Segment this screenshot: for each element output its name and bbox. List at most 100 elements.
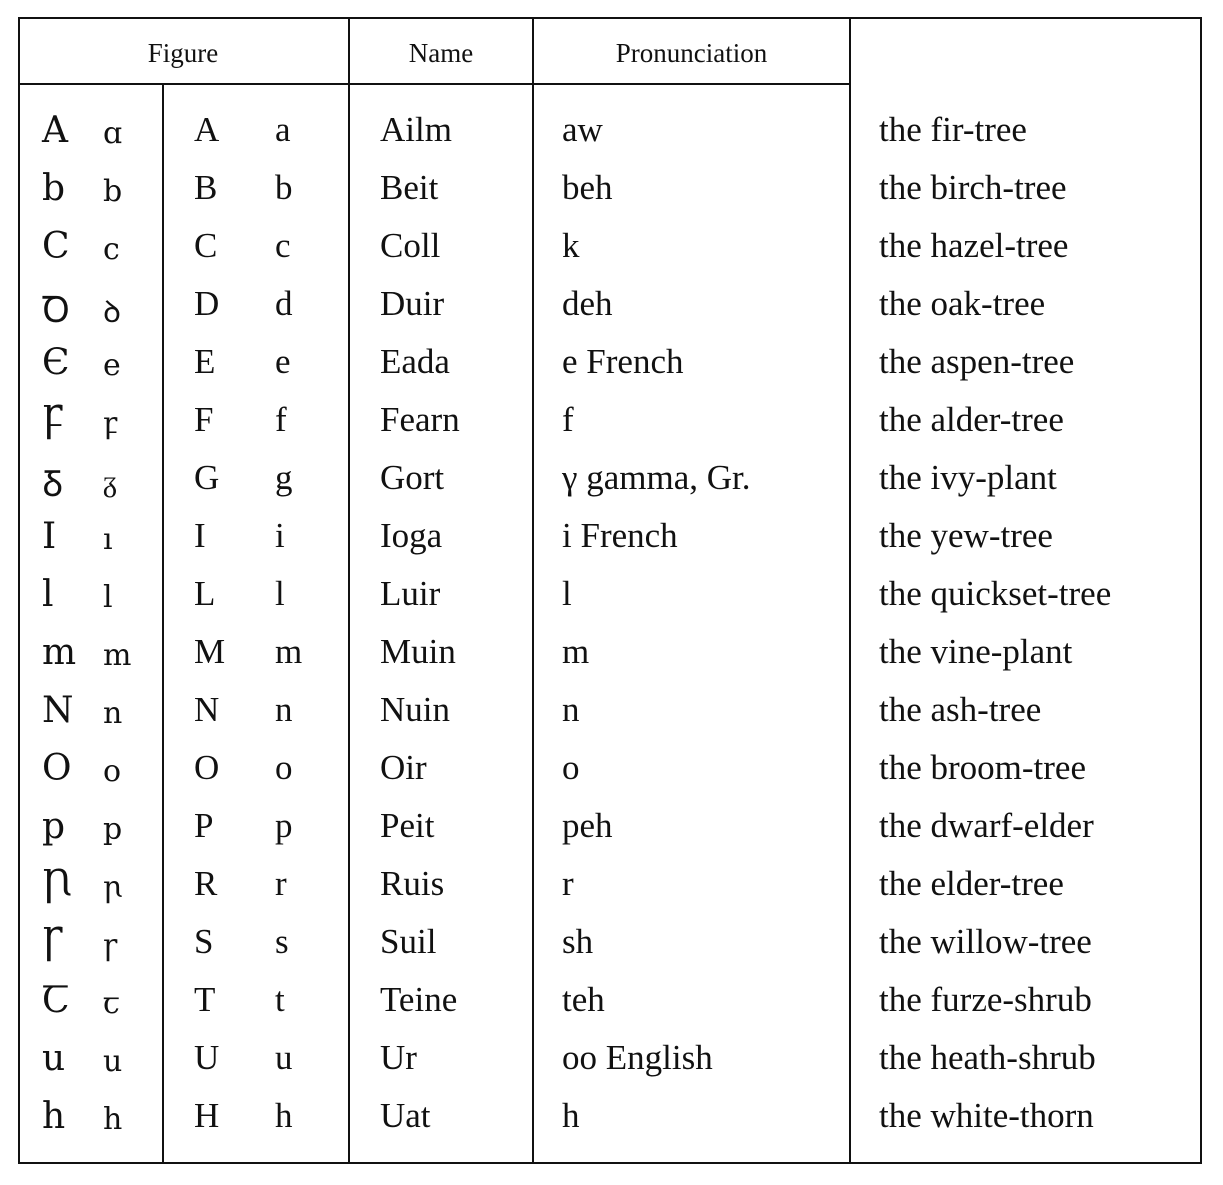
meaning: the dwarf-elder: [879, 806, 1094, 845]
letter-name: Gort: [380, 458, 445, 497]
irish-lowercase-letter: e: [103, 348, 121, 383]
irish-lowercase-letter: ᵹ: [103, 464, 118, 499]
roman-lowercase-letter: n: [275, 690, 293, 729]
roman-lowercase-letter: l: [275, 574, 285, 613]
irish-lowercase-letter: l: [103, 580, 113, 615]
pronunciation: h: [562, 1096, 580, 1135]
letter-name: Duir: [380, 284, 445, 323]
meaning: the elder-tree: [879, 864, 1064, 903]
pronunciation: o: [562, 748, 580, 787]
roman-uppercase-letter: B: [194, 168, 218, 207]
irish-lowercase-letter: u: [103, 1044, 123, 1079]
pronunciation: m: [562, 632, 590, 671]
pronunciation: r: [562, 864, 574, 903]
roman-uppercase-letter: P: [194, 806, 214, 845]
roman-lowercase-letter: r: [275, 864, 287, 903]
irish-uppercase-letter: O: [42, 748, 72, 789]
pronunciation: deh: [562, 284, 613, 323]
pronunciation: peh: [562, 806, 613, 845]
irish-uppercase-letter: Ꞃ: [42, 864, 73, 905]
meaning: the broom-tree: [879, 748, 1086, 787]
roman-uppercase-letter: G: [194, 458, 220, 497]
letter-name: Beit: [380, 168, 439, 207]
roman-uppercase-letter: L: [194, 574, 216, 613]
roman-uppercase-letter: H: [194, 1096, 220, 1135]
roman-uppercase-letter: S: [194, 922, 214, 961]
meaning: the birch-tree: [879, 168, 1067, 207]
meaning: the quickset-tree: [879, 574, 1112, 613]
irish-lowercase-letter: o: [103, 754, 122, 789]
column-divider: [348, 17, 350, 1164]
letter-name: Oir: [380, 748, 427, 787]
irish-lowercase-letter: ꝼ: [103, 406, 118, 441]
letter-name: Luir: [380, 574, 441, 613]
letter-name: Teine: [380, 980, 458, 1019]
irish-uppercase-letter: N: [42, 690, 74, 731]
roman-lowercase-letter: o: [275, 748, 293, 787]
irish-uppercase-letter: l: [42, 574, 54, 615]
letter-name: Ailm: [380, 110, 452, 149]
meaning: the oak-tree: [879, 284, 1046, 323]
table-frame: [18, 17, 1202, 1164]
roman-lowercase-letter: h: [275, 1096, 293, 1135]
irish-uppercase-letter: p: [42, 806, 66, 847]
irish-uppercase-letter: u: [42, 1038, 66, 1079]
roman-uppercase-letter: T: [194, 980, 216, 1019]
irish-lowercase-letter: ı: [103, 522, 113, 557]
meaning: the willow-tree: [879, 922, 1092, 961]
irish-lowercase-letter: ꞃ: [103, 870, 123, 905]
pronunciation: sh: [562, 922, 594, 961]
pronunciation: l: [562, 574, 572, 613]
header-divider: [18, 83, 850, 85]
irish-uppercase-letter: I: [42, 516, 57, 557]
pronunciation: i French: [562, 516, 678, 555]
letter-name: Peit: [380, 806, 435, 845]
roman-lowercase-letter: p: [275, 806, 293, 845]
meaning: the heath-shrub: [879, 1038, 1096, 1077]
header-pronunciation: Pronunciation: [615, 38, 768, 68]
irish-uppercase-letter: Ꞅ: [42, 922, 65, 963]
letter-name: Muin: [380, 632, 456, 671]
roman-uppercase-letter: C: [194, 226, 218, 265]
pronunciation: aw: [562, 110, 603, 149]
meaning: the hazel-tree: [879, 226, 1069, 265]
irish-lowercase-letter: p: [103, 812, 123, 847]
column-divider: [162, 84, 164, 1164]
irish-uppercase-letter: C: [42, 226, 70, 267]
irish-lowercase-letter: ꞅ: [103, 928, 118, 963]
meaning: the vine-plant: [879, 632, 1073, 671]
irish-uppercase-letter: h: [42, 1096, 66, 1137]
pronunciation: e French: [562, 342, 684, 381]
letter-name: Fearn: [380, 400, 460, 439]
roman-uppercase-letter: O: [194, 748, 220, 787]
pronunciation: beh: [562, 168, 613, 207]
roman-uppercase-letter: N: [194, 690, 220, 729]
column-divider: [532, 17, 534, 1164]
roman-uppercase-letter: I: [194, 516, 206, 555]
roman-lowercase-letter: s: [275, 922, 289, 961]
irish-uppercase-letter: b: [42, 168, 66, 209]
irish-uppercase-letter: Ꝼ: [42, 400, 65, 441]
header-name: Name: [408, 38, 474, 68]
letter-name: Nuin: [380, 690, 450, 729]
pronunciation: n: [562, 690, 580, 729]
meaning: the aspen-tree: [879, 342, 1075, 381]
meaning: the ivy-plant: [879, 458, 1057, 497]
pronunciation: k: [562, 226, 580, 265]
letter-name: Eada: [380, 342, 450, 381]
roman-lowercase-letter: t: [275, 980, 285, 1019]
letter-name: Ur: [380, 1038, 417, 1077]
roman-lowercase-letter: e: [275, 342, 291, 381]
irish-lowercase-letter: ꞇ: [103, 986, 120, 1021]
